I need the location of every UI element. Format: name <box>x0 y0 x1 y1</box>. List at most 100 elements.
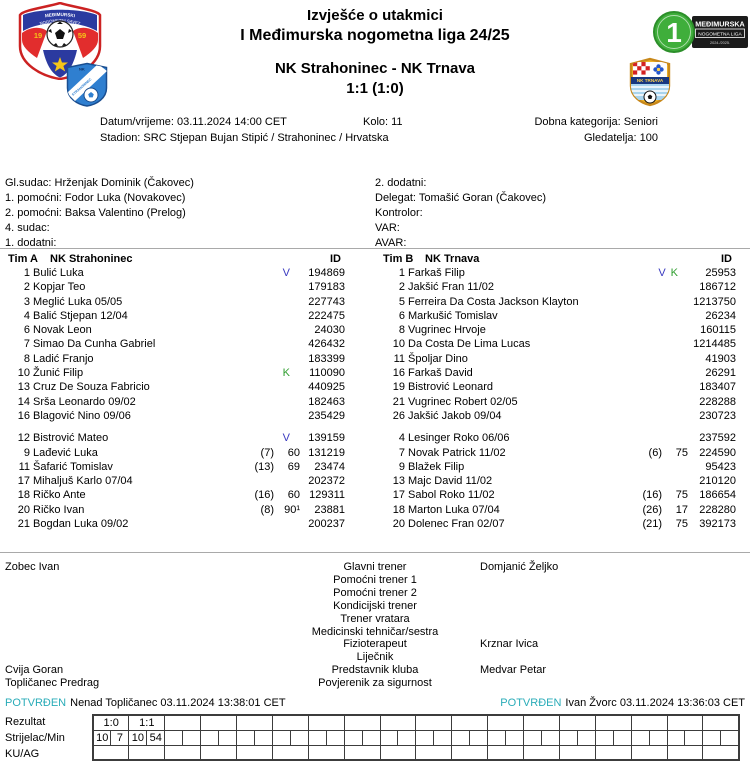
staff-role-label: Pomoćni trener 1 <box>333 573 417 586</box>
player-extra <box>616 380 688 394</box>
player-number: 6 <box>398 309 405 322</box>
staff-home-names: Zobec Ivan Cvija Goran Topličanec Predrag <box>5 561 99 690</box>
ku-ag-cell <box>523 744 560 761</box>
scorer-minute-cell <box>343 729 363 746</box>
staff-role-label: Kondicijski trener <box>333 599 417 612</box>
player-row: 18 Marton Luka 07/04 (26) 17 228280 <box>375 503 750 517</box>
scorer-minute-cell <box>630 729 650 746</box>
player-number: 10 <box>392 338 405 351</box>
staff-roles: Glavni trener Pomoćni trener 1 Pomoćni tre… <box>0 561 750 690</box>
player-row: 10 Da Costa De Lima Lucas 1214485 <box>375 337 750 351</box>
player-id: 222475 <box>308 309 345 322</box>
player-id: 227743 <box>308 295 345 308</box>
goalkeeper-badge: V <box>658 267 666 279</box>
player-row: 20 Dolenec Fran 02/07 (21) 75 392173 <box>375 517 750 531</box>
substitutes-list: 12 Bistrović Mateo V 139159 9 Lađević Luka (7)… <box>0 431 375 531</box>
mnl-badge-number: 1 <box>666 17 682 48</box>
team-label: Tim A <box>8 253 38 265</box>
official-entry: 1. dodatni: <box>5 237 57 249</box>
player-id: 24030 <box>314 324 345 337</box>
player-extra <box>228 295 300 309</box>
player-name: Vugrinec Hrvoje <box>408 324 486 337</box>
player-name: Ričko Ante <box>33 489 86 502</box>
substituted-player: (6) <box>648 446 662 459</box>
scorer-minute-cell <box>505 729 524 746</box>
medjimurski-nogometni-savez-logo: MEĐIMURSKI NOGOMETNI SAVEZ 19 59 <box>18 2 102 80</box>
ku-ag-cell <box>415 744 453 761</box>
player-extra <box>616 474 688 488</box>
player-name: Šafarić Tomislav <box>33 460 113 473</box>
ku-ag-cell <box>271 744 309 761</box>
player-number: 14 <box>17 395 30 408</box>
staff-home-name: Zobec Ivan <box>5 561 60 573</box>
team-b-roster: Tim B NK Trnava ID 1 Farkaš Filip V K 25953 2 Jak… <box>375 252 750 531</box>
captain-badge: K <box>282 367 290 380</box>
player-id: 129311 <box>309 489 345 502</box>
player-id: 210120 <box>699 475 736 488</box>
player-number: 18 <box>17 489 30 502</box>
player-extra <box>228 380 300 394</box>
player-row: 2 Kopjar Teo 179183 <box>0 280 375 294</box>
player-extra: K <box>228 366 300 380</box>
player-number: 6 <box>23 324 30 337</box>
player-id: 228280 <box>699 503 736 516</box>
scorer-minute-cell <box>379 729 399 746</box>
player-extra <box>616 366 688 380</box>
savez-year-right: 59 <box>78 31 86 40</box>
scorer-minute-cell <box>325 729 345 746</box>
official-entry: Gl.sudac: Hrženjak Dominik (Čakovec) <box>5 177 194 189</box>
player-name: Da Costa De Lima Lucas <box>408 338 531 351</box>
player-number: 19 <box>392 381 405 394</box>
player-id: 202372 <box>308 475 345 488</box>
official-entry: 1. pomoćni: Fodor Luka (Novakovec) <box>5 192 186 204</box>
player-name: Blažek Filip <box>408 460 465 473</box>
player-row: 9 Blažek Filip 95423 <box>375 460 750 474</box>
player-number: 16 <box>17 409 30 422</box>
player-number: 4 <box>398 432 405 445</box>
separator-line <box>0 552 750 553</box>
player-id: 160115 <box>700 324 736 337</box>
player-name: Bistrović Leonard <box>408 381 493 394</box>
result-cell <box>271 714 309 731</box>
staff-role-label: Pomoćni trener 2 <box>333 586 417 599</box>
roster-header: Tim B NK Trnava ID <box>375 252 750 266</box>
player-extra <box>616 280 688 294</box>
player-number: 18 <box>392 503 405 516</box>
player-row: 7 Novak Patrick 11/02 (6) 75 224590 <box>375 446 750 460</box>
player-extra <box>616 431 688 445</box>
ku-ag-cell <box>164 744 202 761</box>
player-extra <box>228 337 300 351</box>
player-extra <box>616 409 688 423</box>
player-number: 12 <box>17 432 30 445</box>
flower-icon <box>653 64 664 75</box>
player-extra: (16) 75 <box>616 488 688 502</box>
away-confirmed-status: POTVRĐEN <box>500 697 562 709</box>
player-extra: V <box>228 431 300 445</box>
player-number: 20 <box>17 503 30 516</box>
player-id: 110090 <box>309 367 345 380</box>
staff-away-name <box>480 587 558 600</box>
first-league-badge: MEĐIMURSKA NOGOMETNA LIGA 2024./2025. 1 <box>653 11 748 53</box>
player-row: 6 Novak Leon 24030 <box>0 323 375 337</box>
player-extra <box>228 409 300 423</box>
staff-away-name <box>480 574 558 587</box>
player-row: 10 Žunić Filip K 110090 <box>0 366 375 380</box>
team-a-roster: Tim A NK Strahoninec ID 1 Bulić Luka V 194869 2… <box>0 252 375 531</box>
scorer-minute-cell <box>523 729 542 746</box>
player-number: 7 <box>23 338 30 351</box>
player-number: 8 <box>23 352 30 365</box>
player-row: 16 Farkaš David 26291 <box>375 366 750 380</box>
staff-role-label: Predstavnik kluba <box>331 664 419 677</box>
goalkeeper-badge: V <box>282 267 290 279</box>
scorer-minute-cell: 10 <box>128 729 148 746</box>
player-name: Vugrinec Robert 02/05 <box>408 395 518 408</box>
player-id: 23881 <box>314 503 345 516</box>
result-cell <box>558 714 596 731</box>
player-name: Blagović Nino 09/06 <box>33 409 131 422</box>
player-id: 182463 <box>308 395 345 408</box>
title-block: Izvješće o utakmici I Međimurska nogomet… <box>115 7 635 97</box>
player-id: 1214485 <box>693 338 736 351</box>
player-number: 10 <box>17 367 30 380</box>
substituted-player: (16) <box>642 489 662 502</box>
ku-ag-cell <box>451 744 489 761</box>
